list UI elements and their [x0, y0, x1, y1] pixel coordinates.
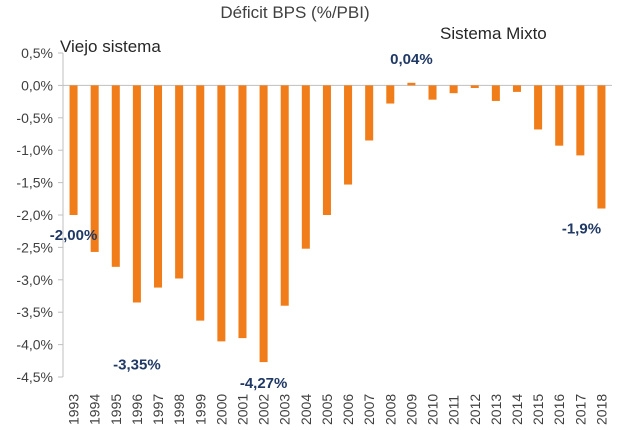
bar-2013	[491, 85, 500, 101]
x-tick-label-2006: 2006	[340, 394, 356, 425]
data-label-2018: -1,9%	[562, 221, 601, 238]
bar-2001	[238, 85, 247, 339]
x-tick-label-2016: 2016	[551, 394, 567, 425]
x-tick-label-2002: 2002	[256, 394, 272, 425]
x-tick-label-2017: 2017	[572, 394, 588, 425]
x-tick-label-2018: 2018	[593, 394, 609, 425]
y-axis: 0,5% 0,0% -0,5% -1,0% -1,5% -2,0% -2,5% -3,0% -3…	[16, 45, 64, 385]
y-tick-label: -0,5%	[16, 110, 53, 126]
chart-title: Déficit BPS (%/PBI)	[220, 3, 369, 22]
bar-1997	[154, 85, 163, 288]
x-tick-label-2009: 2009	[403, 394, 419, 425]
x-tick-label-2000: 2000	[213, 394, 229, 425]
y-tick-label: -4,0%	[16, 337, 53, 353]
y-tick-label: -1,5%	[16, 175, 53, 191]
x-tick-label-2011: 2011	[446, 395, 462, 425]
x-tick-label-2003: 2003	[277, 394, 293, 425]
x-tick-label-1993: 1993	[66, 394, 82, 425]
data-label-2009: 0,04%	[390, 51, 433, 68]
bar-2005	[322, 85, 331, 216]
bar-2015	[534, 85, 543, 130]
bar-2002	[259, 85, 268, 363]
data-label-2002: -4,27%	[240, 375, 288, 392]
bar-2018	[597, 85, 606, 209]
x-tick-label-1998: 1998	[171, 394, 187, 425]
y-tick-label: -1,0%	[16, 142, 53, 158]
bar-2000	[217, 85, 226, 342]
bar-2012	[470, 85, 479, 88]
x-tick-label-2013: 2013	[488, 394, 504, 425]
x-tick-label-1994: 1994	[87, 394, 103, 425]
x-tick-label-2015: 2015	[530, 394, 546, 425]
bar-2009	[407, 82, 416, 86]
x-tick-label-1996: 1996	[129, 394, 145, 425]
bar-2008	[386, 85, 395, 104]
bar-2011	[449, 85, 458, 94]
bar-1999	[196, 85, 205, 321]
bar-2006	[344, 85, 353, 185]
data-labels: -2,00% -3,35% -4,27% 0,04% -1,9%	[50, 51, 601, 392]
data-label-1996: -3,35%	[113, 356, 161, 373]
bar-1996	[132, 85, 141, 303]
x-tick-label-2012: 2012	[467, 394, 483, 425]
y-tick-label: 0,5%	[21, 45, 53, 61]
bar-2017	[576, 85, 585, 156]
bar-2007	[365, 85, 374, 141]
x-tick-label-2010: 2010	[425, 394, 441, 425]
bar-2004	[301, 85, 310, 249]
x-tick-label-2005: 2005	[319, 394, 335, 425]
bar-1998	[175, 85, 184, 279]
x-tick-label-2007: 2007	[361, 394, 377, 425]
bar-2010	[428, 85, 437, 100]
x-tick-label-1995: 1995	[108, 394, 124, 425]
y-tick-label: -3,5%	[16, 304, 53, 320]
bar-2003	[280, 85, 289, 306]
x-tick-label-1999: 1999	[192, 394, 208, 425]
y-tick-label: -4,5%	[16, 369, 53, 385]
bars	[69, 82, 606, 363]
y-tick-label: -2,0%	[16, 207, 53, 223]
x-axis: 1993 1994 1995 1996 1997 1998 1999 2000 2001 2002…	[63, 84, 612, 425]
y-tick-label: 0,0%	[21, 77, 53, 93]
bar-1995	[111, 85, 120, 267]
annotation-sistema-mixto: Sistema Mixto	[440, 24, 547, 43]
y-tick-label: -2,5%	[16, 239, 53, 255]
y-tick-label: -3,0%	[16, 272, 53, 288]
data-label-1993: -2,00%	[50, 227, 98, 244]
x-tick-label-2004: 2004	[298, 394, 314, 425]
x-tick-label-1997: 1997	[150, 394, 166, 425]
x-tick-label-2014: 2014	[509, 394, 525, 425]
bar-2014	[512, 85, 521, 92]
x-tick-label-2008: 2008	[382, 394, 398, 425]
annotation-viejo-sistema: Viejo sistema	[60, 37, 161, 56]
bar-1993	[69, 85, 78, 216]
bar-2016	[555, 85, 564, 146]
x-tick-label-2001: 2001	[234, 394, 250, 425]
bar-1994	[90, 85, 99, 252]
